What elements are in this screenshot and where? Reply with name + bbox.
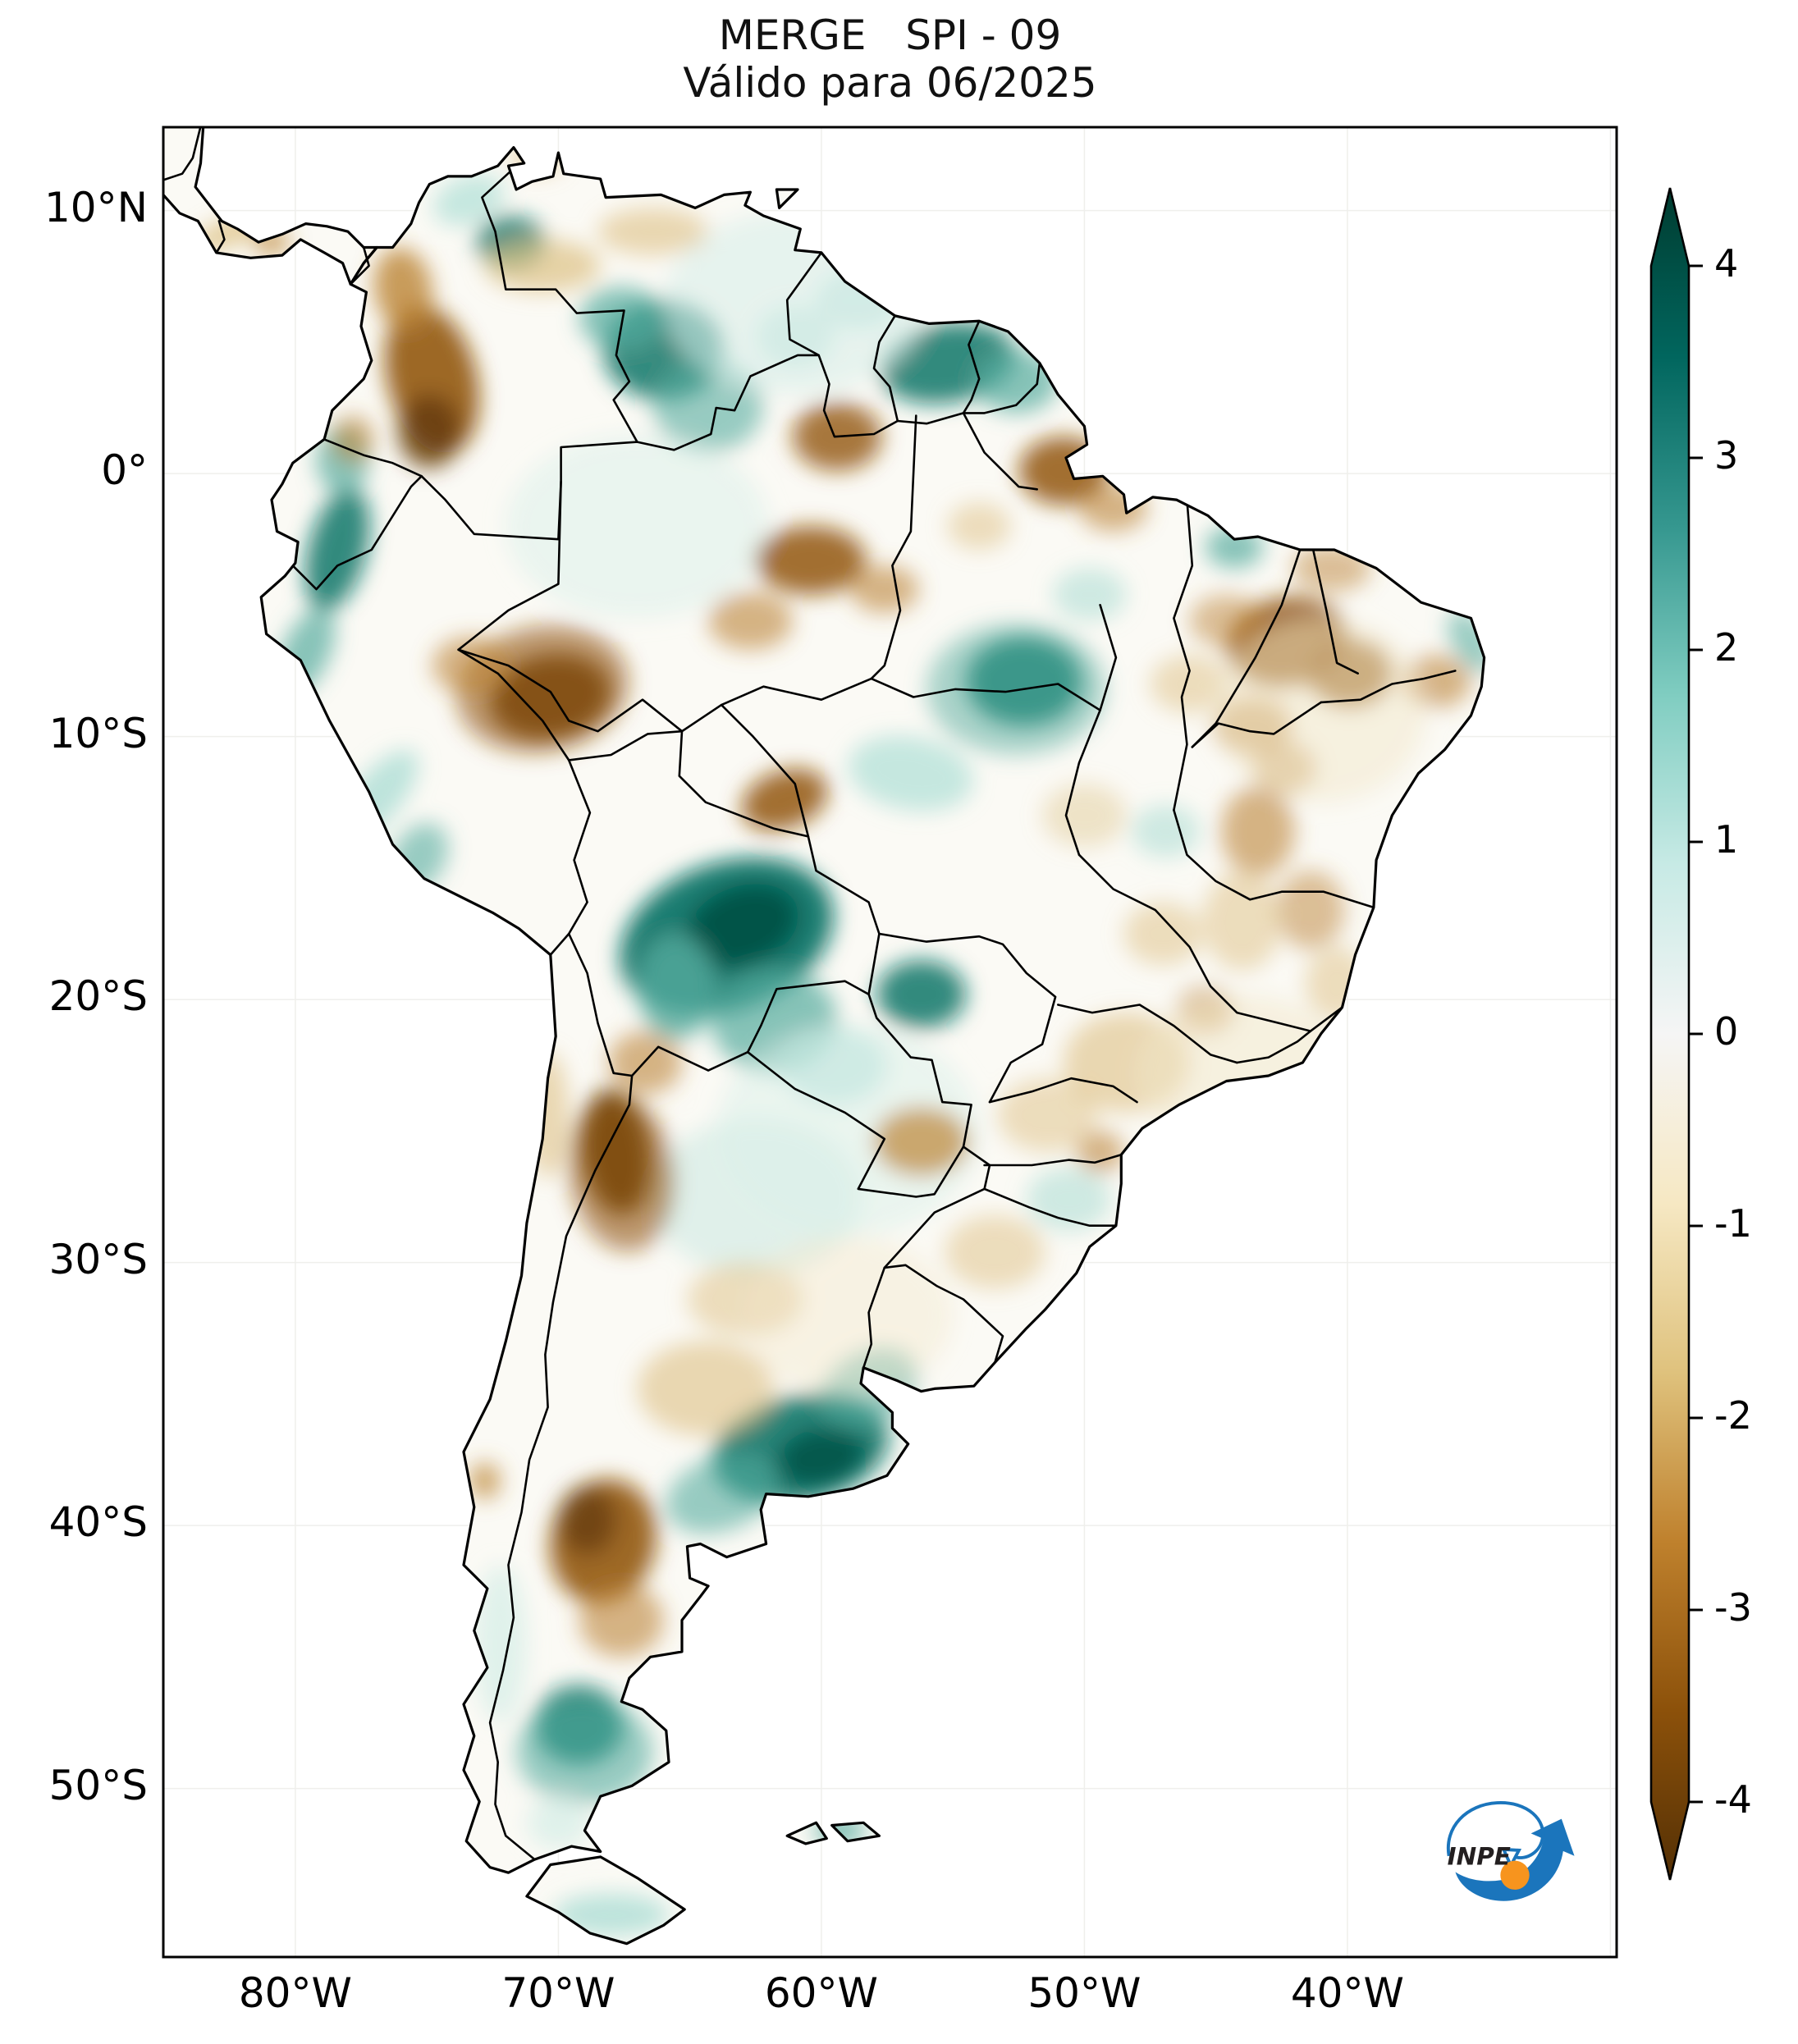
- y-axis-tick-label: 10°N: [43, 183, 148, 231]
- x-axis-tick-label: 80°W: [238, 1969, 352, 2017]
- map-frame: [162, 126, 1618, 1959]
- colorbar-tick-label: -3: [1714, 1585, 1752, 1630]
- y-axis-tick-label: 40°S: [48, 1498, 148, 1547]
- colorbar-tick-label: 1: [1714, 817, 1739, 862]
- colorbar-tick-label: 2: [1714, 625, 1739, 670]
- logo-swoosh-arrow-icon: [1455, 1818, 1575, 1901]
- y-axis-tick-label: 0°: [101, 446, 148, 495]
- colorbar-tick-label: -1: [1714, 1201, 1752, 1246]
- colorbar-tick-label: 4: [1714, 241, 1739, 286]
- y-axis-tick-label: 10°S: [48, 709, 148, 757]
- colorbar-tick-label: -2: [1714, 1393, 1752, 1438]
- x-axis-tick-label: 50°W: [1027, 1969, 1141, 2017]
- colorbar-tick-label: 0: [1714, 1009, 1739, 1054]
- logo-spiral-icon: [1446, 1801, 1545, 1859]
- colorbar-tick-label: -4: [1714, 1777, 1752, 1822]
- colorbar-tick-label: 3: [1714, 433, 1739, 478]
- x-axis-tick-label: 70°W: [501, 1969, 615, 2017]
- y-axis-tick-label: 30°S: [48, 1235, 148, 1283]
- logo-spiral-arrowhead-icon: [1501, 1847, 1522, 1869]
- inpe-logo: INPE: [1446, 1801, 1575, 1901]
- y-axis-tick-label: 50°S: [48, 1761, 148, 1809]
- plot-title: MERGE SPI - 09: [718, 11, 1062, 59]
- spi-field: [192, 142, 1485, 1936]
- colorbar: [1649, 187, 1690, 1881]
- logo-earth-dot-icon: [1500, 1860, 1530, 1890]
- x-axis-tick-label: 40°W: [1290, 1969, 1404, 2017]
- logo-text: INPE: [1448, 1843, 1511, 1871]
- y-axis-tick-label: 20°S: [48, 972, 148, 1021]
- map-plot-area: [163, 127, 1617, 1957]
- x-axis-tick-label: 60°W: [764, 1969, 878, 2017]
- colorbar-ticks: [1689, 264, 1703, 1804]
- plot-subtitle: Válido para 06/2025: [683, 59, 1097, 107]
- country-state-borders: [163, 127, 1457, 1861]
